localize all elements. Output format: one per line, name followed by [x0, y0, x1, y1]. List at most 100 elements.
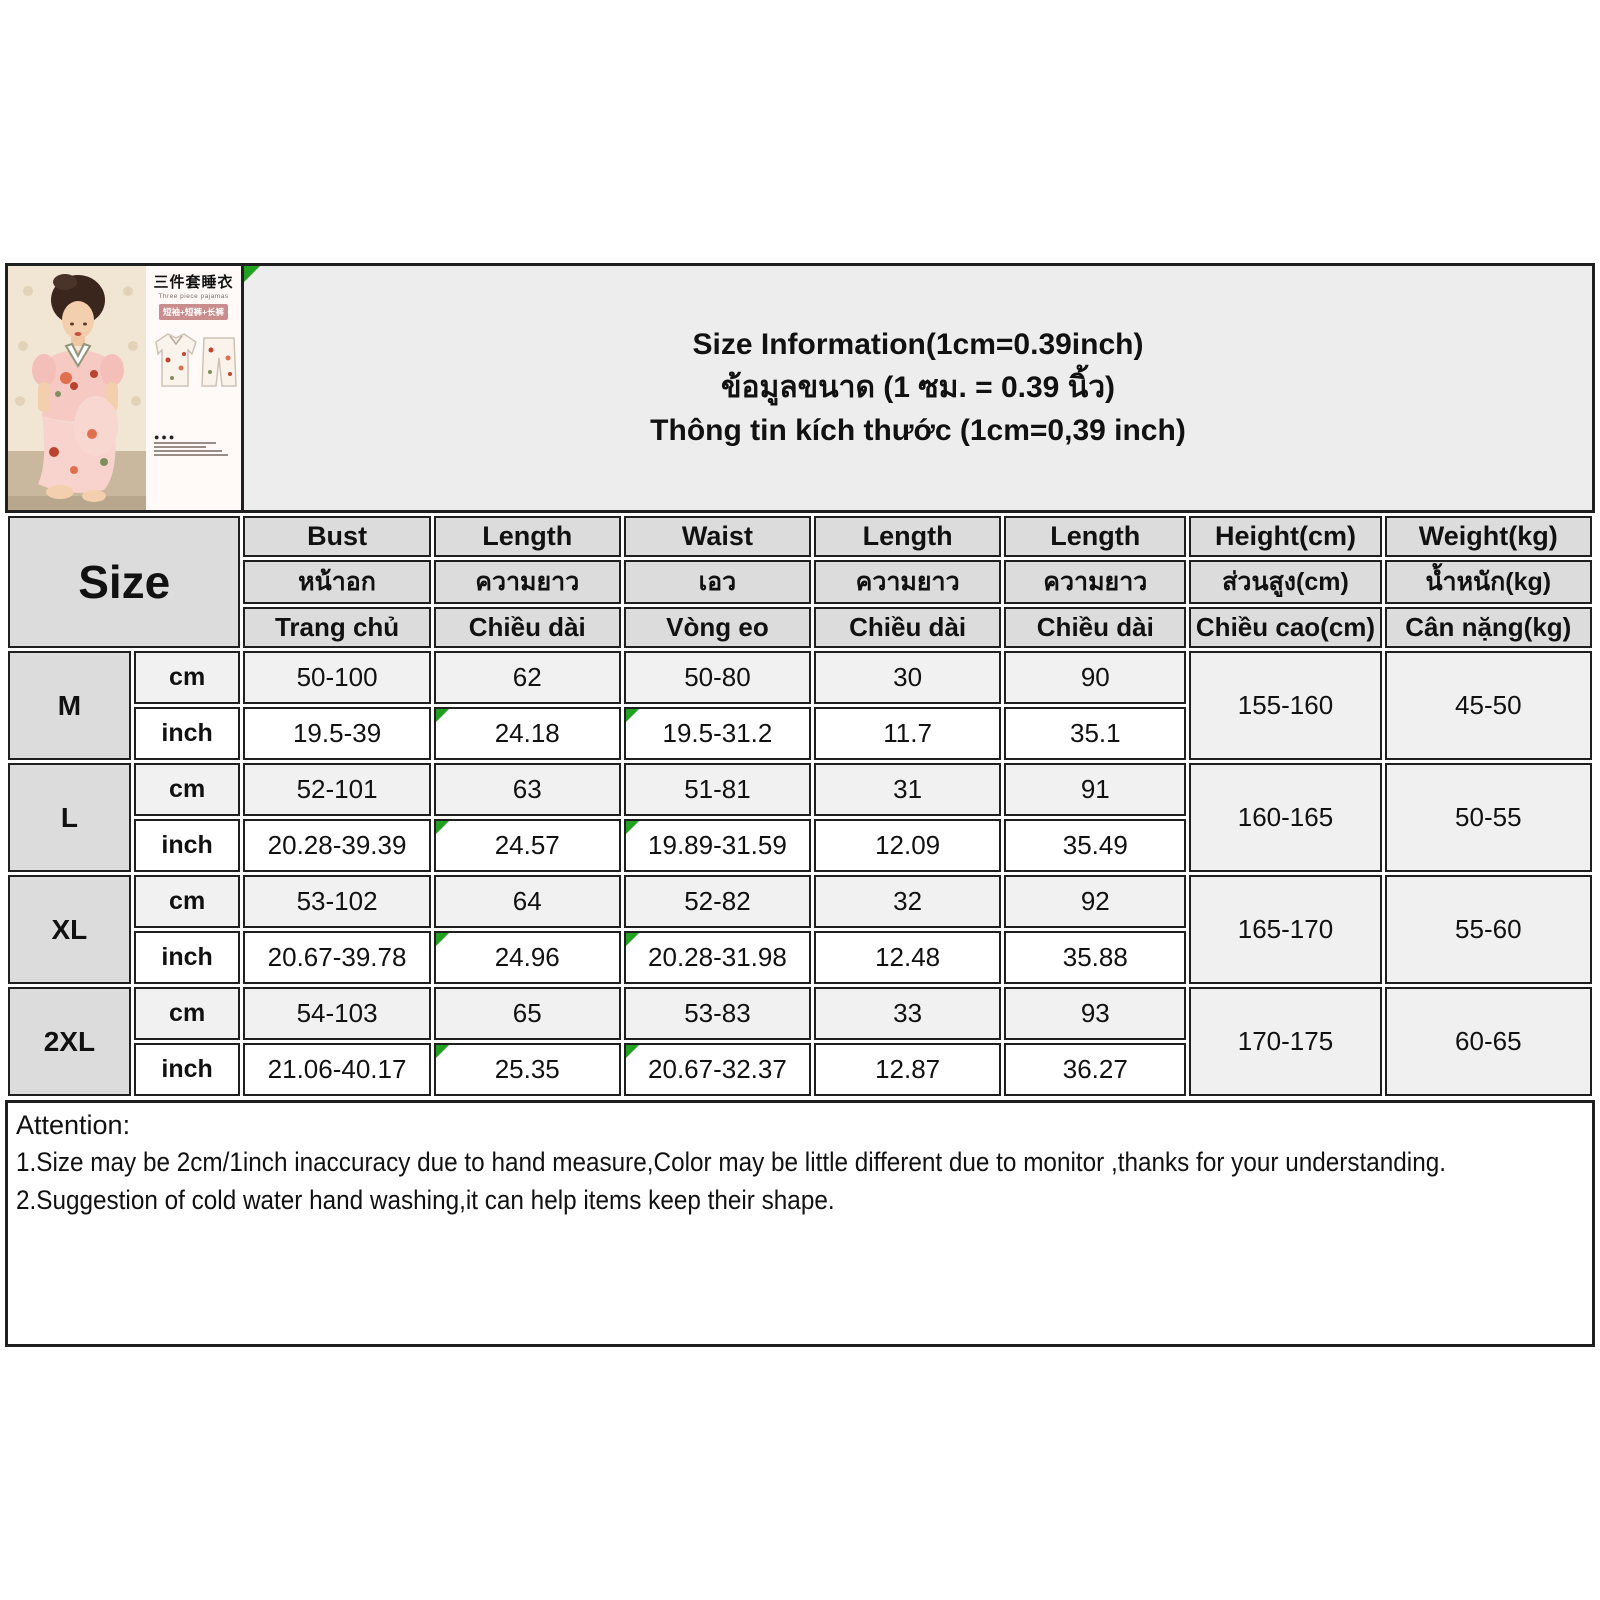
cell-l-height: 160-165 — [1189, 763, 1382, 872]
size-label-xl: XL — [8, 875, 131, 984]
header-row-vietnamese: Trang chủ Chiều dài Vòng eo Chiều dài Ch… — [8, 607, 1592, 648]
cell-xl-length2-inch: 12.48 — [814, 931, 1002, 984]
cell-xl-length-inch: 24.96 — [433, 931, 621, 984]
cell-m-length3-inch: 35.1 — [1004, 707, 1187, 760]
cell-2xl-length-cm: 65 — [433, 987, 621, 1040]
col-header-height-th: ส่วนสูง(cm) — [1189, 560, 1382, 604]
cell-2xl-length2-inch: 12.87 — [814, 1043, 1002, 1096]
model-photo — [8, 266, 146, 510]
size-label-l: L — [8, 763, 131, 872]
col-header-length-vi: Chiều dài — [433, 607, 621, 648]
size-info-title-block: Size Information(1cm=0.39inch) ข้อมูลขนา… — [244, 266, 1592, 510]
cell-xl-bust-cm: 53-102 — [243, 875, 431, 928]
row-2xl-inch: inch 21.06-40.17 25.35 20.67-32.37 12.87… — [8, 1043, 1592, 1096]
product-info-panel: 三件套睡衣 Three piece pajamas 短袖+短裤+长裤 ●●● — [146, 266, 241, 510]
cell-m-length2-cm: 30 — [814, 651, 1002, 704]
title-vietnamese: Thông tin kích thước (1cm=0,39 inch) — [650, 414, 1186, 447]
col-header-length2: Length — [814, 516, 1002, 557]
col-header-weight: Weight(kg) — [1384, 516, 1592, 557]
cell-l-length2-cm: 31 — [814, 763, 1002, 816]
cell-2xl-height: 170-175 — [1189, 987, 1382, 1096]
title-english: Size Information(1cm=0.39inch) — [692, 328, 1144, 361]
unit-label-inch: inch — [133, 819, 241, 872]
cell-l-length-cm: 63 — [433, 763, 621, 816]
col-header-height-vi: Chiều cao(cm) — [1189, 607, 1382, 648]
col-header-length2-vi: Chiều dài — [814, 607, 1002, 648]
panel-fineprint-line — [154, 442, 216, 444]
unit-label-inch: inch — [133, 1043, 241, 1096]
col-header-bust-vi: Trang chủ — [243, 607, 431, 648]
title-thai: ข้อมูลขนาด (1 ซม. = 0.39 นิ้ว) — [720, 371, 1116, 404]
size-chart-sheet: 三件套睡衣 Three piece pajamas 短袖+短裤+长裤 ●●● — [5, 263, 1595, 1347]
attention-line-1: 1.Size may be 2cm/1inch inaccuracy due t… — [16, 1147, 1446, 1177]
excel-marker-icon — [244, 266, 260, 282]
cell-xl-length2-cm: 32 — [814, 875, 1002, 928]
unit-label-inch: inch — [133, 707, 241, 760]
cell-m-waist-cm: 50-80 — [623, 651, 812, 704]
model-photo-illustration — [8, 266, 146, 510]
attention-line-2: 2.Suggestion of cold water hand washing,… — [16, 1185, 835, 1215]
size-table: Size Bust Length Waist Length Length Hei… — [5, 513, 1595, 1099]
row-l-inch: inch 20.28-39.39 24.57 19.89-31.59 12.09… — [8, 819, 1592, 872]
col-header-waist-th: เอว — [623, 560, 812, 604]
row-2xl-cm: 2XL cm 54-103 65 53-83 33 93 170-175 60-… — [8, 987, 1592, 1096]
col-header-length3: Length — [1004, 516, 1187, 557]
col-header-length: Length — [433, 516, 621, 557]
row-l-cm: L cm 52-101 63 51-81 31 91 160-165 50-55 — [8, 763, 1592, 872]
product-title-chinese: 三件套睡衣 — [153, 274, 234, 291]
cell-m-length-cm: 62 — [433, 651, 621, 704]
attention-title: Attention: — [16, 1110, 131, 1140]
col-header-waist: Waist — [623, 516, 812, 557]
col-header-height: Height(cm) — [1189, 516, 1382, 557]
cell-l-bust-inch: 20.28-39.39 — [243, 819, 431, 872]
cell-xl-length3-cm: 92 — [1004, 875, 1187, 928]
cell-xl-weight: 55-60 — [1384, 875, 1592, 984]
col-header-length-th: ความยาว — [433, 560, 621, 604]
cell-m-bust-cm: 50-100 — [243, 651, 431, 704]
size-label-m: M — [8, 651, 131, 760]
cell-l-length-inch: 24.57 — [433, 819, 621, 872]
product-title-english: Three piece pajamas — [158, 293, 229, 300]
col-header-weight-th: น้ำหนัก(kg) — [1384, 560, 1592, 604]
cell-xl-length3-inch: 35.88 — [1004, 931, 1187, 984]
col-header-bust: Bust — [243, 516, 431, 557]
pajama-set-illustration — [154, 333, 237, 387]
cell-xl-height: 165-170 — [1189, 875, 1382, 984]
cell-l-length3-inch: 35.49 — [1004, 819, 1187, 872]
cell-2xl-waist-inch: 20.67-32.37 — [623, 1043, 812, 1096]
unit-label-cm: cm — [133, 987, 241, 1040]
cell-l-bust-cm: 52-101 — [243, 763, 431, 816]
cell-l-weight: 50-55 — [1384, 763, 1592, 872]
size-label-2xl: 2XL — [8, 987, 131, 1096]
cell-m-height: 155-160 — [1189, 651, 1382, 760]
row-m-inch: inch 19.5-39 24.18 19.5-31.2 11.7 35.1 — [8, 707, 1592, 760]
cell-m-length3-cm: 90 — [1004, 651, 1187, 704]
cell-l-waist-cm: 51-81 — [623, 763, 812, 816]
unit-label-inch: inch — [133, 931, 241, 984]
cell-xl-bust-inch: 20.67-39.78 — [243, 931, 431, 984]
cell-m-waist-inch: 19.5-31.2 — [623, 707, 812, 760]
cell-2xl-waist-cm: 53-83 — [623, 987, 812, 1040]
cell-m-bust-inch: 19.5-39 — [243, 707, 431, 760]
row-xl-inch: inch 20.67-39.78 24.96 20.28-31.98 12.48… — [8, 931, 1592, 984]
product-image-card: 三件套睡衣 Three piece pajamas 短袖+短裤+长裤 ●●● — [8, 266, 244, 510]
col-header-weight-vi: Cân nặng(kg) — [1384, 607, 1592, 648]
cell-2xl-length-inch: 25.35 — [433, 1043, 621, 1096]
header-banner: 三件套睡衣 Three piece pajamas 短袖+短裤+长裤 ●●● — [5, 263, 1595, 513]
unit-label-cm: cm — [133, 651, 241, 704]
header-row-english: Size Bust Length Waist Length Length Hei… — [8, 516, 1592, 648]
header-row-thai: หน้าอก ความยาว เอว ความยาว ความยาว ส่วนส… — [8, 560, 1592, 604]
col-header-bust-th: หน้าอก — [243, 560, 431, 604]
col-header-length3-vi: Chiều dài — [1004, 607, 1187, 648]
row-xl-cm: XL cm 53-102 64 52-82 32 92 165-170 55-6… — [8, 875, 1592, 984]
product-badge: 短袖+短裤+长裤 — [159, 304, 228, 320]
col-header-length2-th: ความยาว — [814, 560, 1002, 604]
col-header-waist-vi: Vòng eo — [623, 607, 812, 648]
cell-l-waist-inch: 19.89-31.59 — [623, 819, 812, 872]
unit-label-cm: cm — [133, 763, 241, 816]
size-header: Size — [8, 516, 241, 648]
cell-m-length2-inch: 11.7 — [814, 707, 1002, 760]
cell-2xl-bust-inch: 21.06-40.17 — [243, 1043, 431, 1096]
row-m-cm: M cm 50-100 62 50-80 30 90 155-160 45-50 — [8, 651, 1592, 760]
panel-fineprint-line — [154, 450, 222, 452]
